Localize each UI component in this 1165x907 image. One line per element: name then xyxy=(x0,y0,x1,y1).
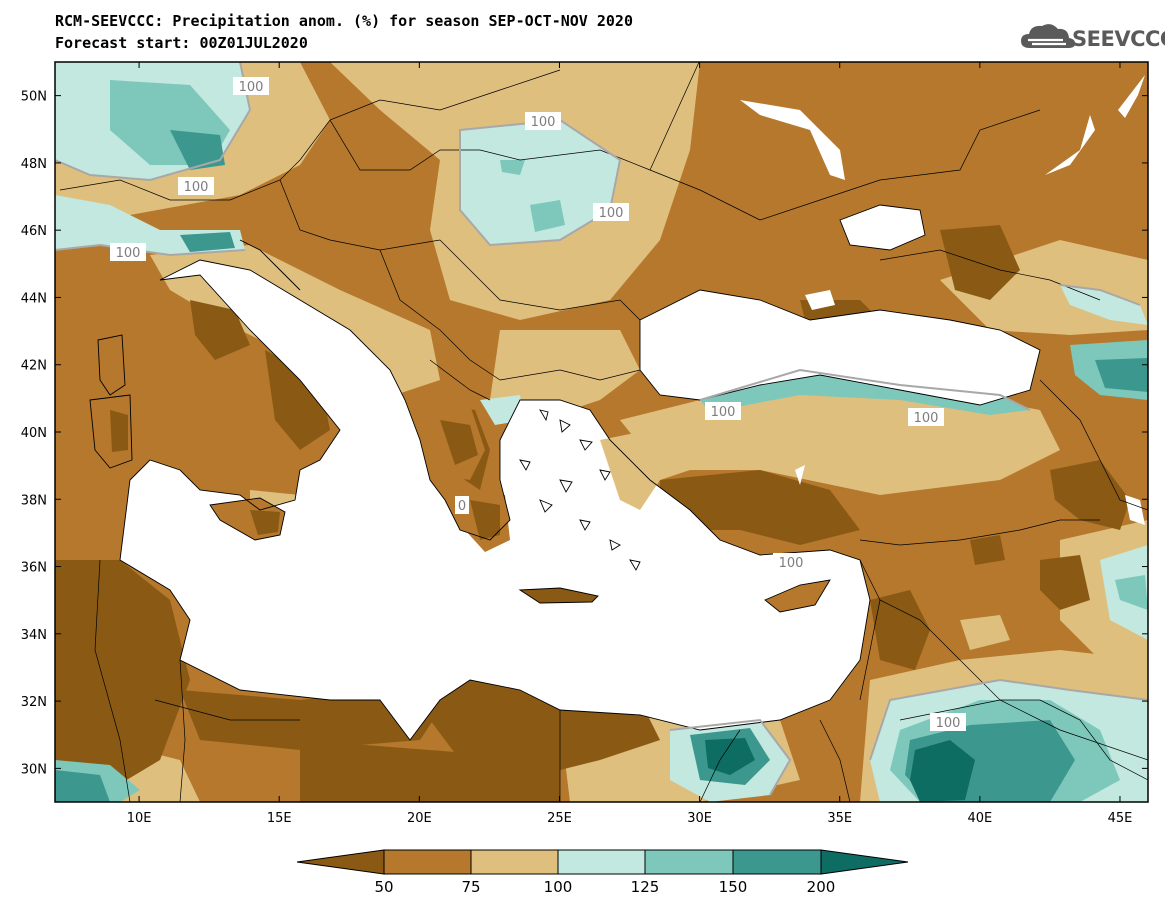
lat-tick-label: 38N xyxy=(21,493,47,508)
cloud-logo-icon xyxy=(1021,24,1076,48)
lon-tick-label: 10E xyxy=(127,811,152,826)
lon-tick-label: 15E xyxy=(267,811,292,826)
contour-label: 100 xyxy=(184,180,209,195)
lon-tick-label: 20E xyxy=(407,811,432,826)
contour-label: 100 xyxy=(531,115,556,130)
contour-label: 100 xyxy=(599,206,624,221)
colorbar-segment xyxy=(732,849,822,875)
lat-tick-label: 40N xyxy=(21,426,47,441)
seevccc-logo: SEEVCCC xyxy=(1018,18,1165,58)
colorbar-segment xyxy=(557,849,646,875)
colorbar-label: 100 xyxy=(544,878,573,896)
contour-label: 100 xyxy=(116,246,141,261)
contour-label: 100 xyxy=(711,405,736,420)
map-title: RCM-SEEVCCC: Precipitation anom. (%) for… xyxy=(55,12,633,30)
lon-tick-label: 45E xyxy=(1108,811,1133,826)
lat-tick-label: 36N xyxy=(21,561,47,576)
map-field xyxy=(55,62,1148,802)
colorbar-segment xyxy=(296,849,385,875)
lat-tick-label: 44N xyxy=(21,291,47,306)
contour-label: 0 xyxy=(458,499,466,514)
colorbar: 50 75 100 125 150 200 xyxy=(296,849,909,896)
colorbar-segment xyxy=(383,849,472,875)
lat-tick-label: 46N xyxy=(21,224,47,239)
coastlines xyxy=(89,204,1041,741)
colorbar-label: 75 xyxy=(461,878,480,896)
contour-label: 100 xyxy=(239,80,264,95)
field-above-100 xyxy=(55,62,1148,802)
lat-tick-label: 32N xyxy=(21,695,47,710)
colorbar-label: 150 xyxy=(719,878,748,896)
contour-label: 100 xyxy=(779,556,804,571)
contour-label: 100 xyxy=(914,411,939,426)
lat-tick-label: 50N xyxy=(21,90,47,105)
lon-tick-label: 40E xyxy=(967,811,992,826)
colorbar-segment xyxy=(820,849,909,875)
lon-tick-label: 35E xyxy=(827,811,852,826)
map-axes: 10E 15E 20E 25E 30E 35E 40E 45E 50N 48N 46N 44N 42N 4… xyxy=(21,62,1148,826)
lat-tick-label: 34N xyxy=(21,628,47,643)
forecast-start-subtitle: Forecast start: 00Z01JUL2020 xyxy=(55,34,308,52)
lat-tick-label: 48N xyxy=(21,157,47,172)
colorbar-segment xyxy=(644,849,734,875)
lat-tick-label: 30N xyxy=(21,762,47,777)
lon-tick-label: 30E xyxy=(687,811,712,826)
colorbar-label: 125 xyxy=(631,878,660,896)
lake-shapes xyxy=(740,75,1145,525)
colorbar-label: 50 xyxy=(374,878,393,896)
lon-tick-label: 25E xyxy=(547,811,572,826)
lat-tick-label: 42N xyxy=(21,359,47,374)
contour-labels: 100 100 100 100 100 100 100 100 100 0 xyxy=(110,77,966,731)
brand-name: SEEVCCC xyxy=(1072,27,1165,51)
colorbar-label: 200 xyxy=(807,878,836,896)
contour-label: 100 xyxy=(936,716,961,731)
colorbar-segment xyxy=(470,849,559,875)
